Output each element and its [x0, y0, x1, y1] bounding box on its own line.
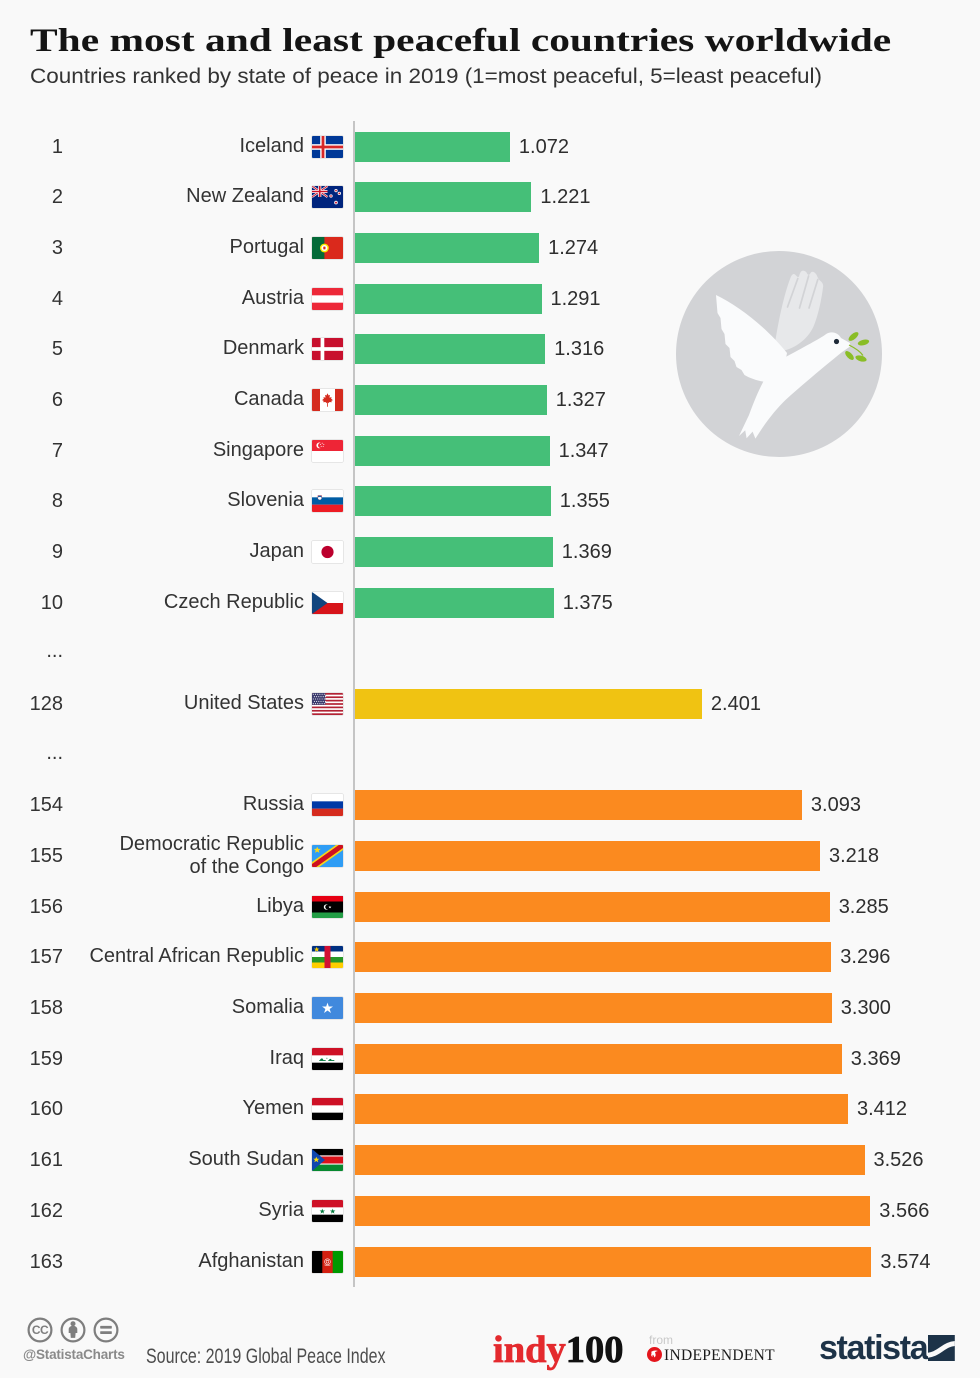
- svg-text:CC: CC: [32, 1323, 49, 1337]
